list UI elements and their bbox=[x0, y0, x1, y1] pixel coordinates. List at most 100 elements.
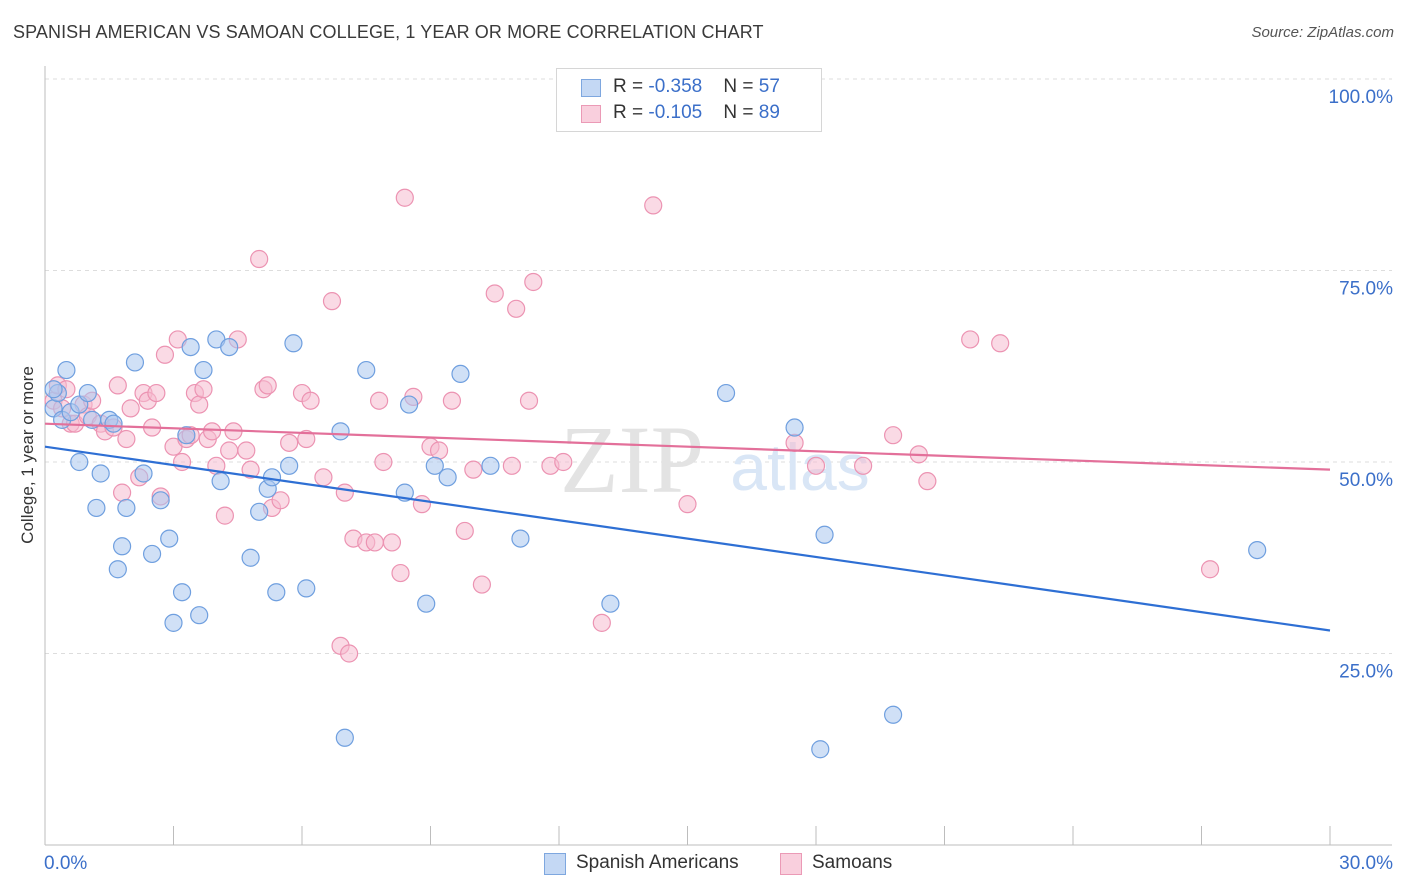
n-label: N = bbox=[723, 102, 759, 123]
data-point bbox=[147, 383, 166, 403]
data-point bbox=[1200, 560, 1220, 579]
data-point bbox=[785, 418, 804, 437]
data-point bbox=[194, 360, 213, 380]
data-point bbox=[455, 521, 474, 541]
x-tick-label-min: 0.0% bbox=[44, 853, 87, 874]
data-point bbox=[357, 360, 376, 380]
data-point bbox=[365, 533, 384, 552]
data-point bbox=[112, 483, 132, 502]
data-point bbox=[258, 376, 277, 395]
data-point bbox=[883, 705, 903, 724]
data-point bbox=[250, 502, 269, 521]
data-point bbox=[644, 196, 663, 215]
data-point bbox=[442, 391, 462, 410]
data-point bbox=[108, 560, 127, 579]
data-point bbox=[142, 544, 162, 564]
data-point bbox=[485, 284, 504, 303]
y-tick-label: 100.0% bbox=[1329, 87, 1394, 108]
data-point bbox=[961, 330, 980, 349]
data-point bbox=[335, 728, 354, 747]
data-point bbox=[301, 391, 320, 410]
data-point bbox=[172, 583, 192, 602]
data-point bbox=[592, 613, 611, 632]
data-point bbox=[678, 495, 697, 514]
legend-label: Samoans bbox=[812, 852, 893, 873]
data-point bbox=[121, 399, 140, 418]
data-point bbox=[91, 464, 110, 483]
source-label: Source: ZipAtlas.com bbox=[1251, 24, 1394, 41]
data-point bbox=[241, 548, 260, 567]
data-point bbox=[417, 594, 436, 613]
data-point bbox=[108, 376, 127, 395]
data-point bbox=[237, 441, 256, 460]
r-label: R = bbox=[613, 76, 649, 97]
n-value: 57 bbox=[758, 76, 780, 97]
data-point bbox=[271, 491, 290, 510]
data-point bbox=[155, 345, 175, 364]
data-point bbox=[104, 414, 123, 433]
data-point bbox=[112, 537, 132, 556]
data-point bbox=[284, 334, 303, 353]
n-value: 89 bbox=[758, 102, 780, 123]
data-point bbox=[117, 429, 136, 449]
data-point bbox=[57, 360, 76, 380]
correlation-legend: R = -0.358 N = 57 R = -0.105 N = 89 bbox=[556, 68, 822, 132]
data-point bbox=[70, 452, 89, 472]
data-point bbox=[202, 422, 222, 441]
chart-title: SPANISH AMERICAN VS SAMOAN COLLEGE, 1 YE… bbox=[13, 22, 764, 42]
data-point bbox=[215, 506, 234, 525]
data-point bbox=[78, 383, 97, 403]
axes bbox=[44, 66, 1392, 846]
blue-swatch bbox=[581, 79, 601, 97]
data-point bbox=[854, 456, 873, 475]
n-label: N = bbox=[723, 76, 759, 97]
y-tick-label: 25.0% bbox=[1339, 662, 1393, 683]
pink-swatch bbox=[581, 105, 601, 123]
data-point bbox=[331, 422, 350, 441]
tick-labels: 25.0% 50.0% 75.0% 100.0% 0.0% 30.0% bbox=[44, 87, 1393, 874]
series-legend: Spanish Americans Samoans bbox=[0, 852, 1406, 878]
data-point bbox=[481, 456, 500, 475]
data-point bbox=[524, 272, 543, 292]
data-point bbox=[554, 452, 573, 472]
data-point bbox=[190, 606, 209, 625]
data-point bbox=[370, 391, 389, 410]
data-point bbox=[211, 472, 230, 491]
data-point bbox=[382, 533, 402, 552]
trend-line-samoans bbox=[44, 422, 1331, 471]
data-point bbox=[220, 338, 239, 357]
data-point bbox=[464, 460, 483, 479]
data-point bbox=[87, 498, 106, 518]
data-point bbox=[267, 583, 286, 602]
data-point bbox=[785, 433, 804, 452]
watermark-zip: ZIP bbox=[560, 406, 704, 513]
data-point bbox=[395, 188, 414, 207]
data-point bbox=[391, 563, 410, 583]
data-point bbox=[425, 456, 444, 475]
data-point bbox=[181, 338, 200, 357]
legend-label: Spanish Americans bbox=[576, 852, 739, 873]
legend-stats: R = -0.105 N = 89 bbox=[613, 102, 780, 124]
data-point bbox=[811, 740, 830, 759]
data-point bbox=[883, 426, 903, 445]
legend-stats: R = -0.358 N = 57 bbox=[613, 76, 780, 98]
data-point bbox=[297, 579, 316, 598]
data-point bbox=[322, 292, 342, 311]
pink-swatch bbox=[780, 853, 802, 875]
gridlines bbox=[45, 78, 1392, 654]
data-point bbox=[918, 472, 937, 491]
trend-line-spanish-americans bbox=[44, 445, 1331, 632]
data-point bbox=[117, 498, 136, 518]
data-point bbox=[220, 441, 239, 460]
data-point bbox=[177, 426, 196, 445]
data-point bbox=[374, 452, 393, 472]
y-tick-label: 50.0% bbox=[1339, 470, 1393, 491]
data-point bbox=[297, 429, 316, 449]
blue-swatch bbox=[544, 853, 566, 875]
data-point bbox=[507, 299, 526, 318]
trend-lines bbox=[44, 422, 1331, 632]
spanish-americans-points bbox=[44, 330, 1267, 759]
data-point bbox=[716, 383, 736, 403]
data-point bbox=[472, 575, 491, 594]
data-point bbox=[519, 391, 539, 410]
